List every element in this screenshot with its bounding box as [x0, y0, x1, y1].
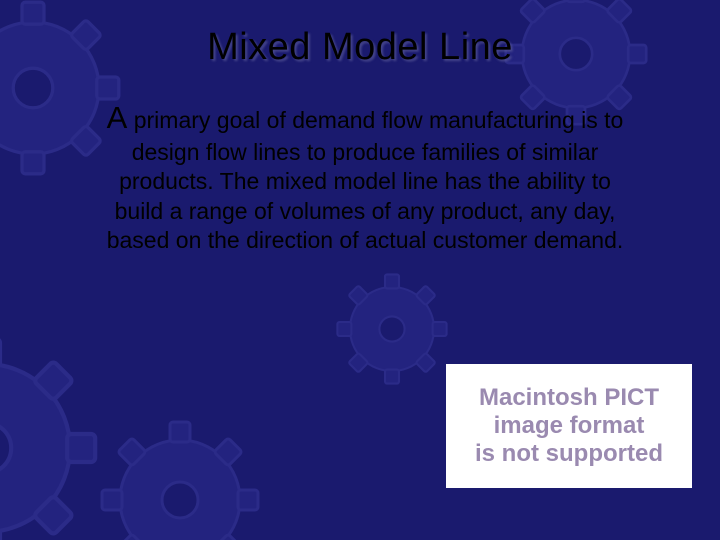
- slide-title: Mixed Model Line: [0, 26, 720, 69]
- placeholder-text: Macintosh PICT image format is not suppo…: [467, 378, 671, 475]
- image-placeholder: Macintosh PICT image format is not suppo…: [446, 364, 692, 488]
- placeholder-line1: Macintosh PICT: [479, 384, 659, 411]
- slide-body: A primary goal of demand flow manufactur…: [100, 98, 630, 255]
- body-rest: primary goal of demand flow manufacturin…: [107, 107, 624, 253]
- placeholder-line2: image format: [494, 412, 645, 439]
- placeholder-line3: is not supported: [475, 440, 663, 467]
- slide: Mixed Model Line A primary goal of deman…: [0, 0, 720, 540]
- body-dropcap: A: [107, 100, 128, 135]
